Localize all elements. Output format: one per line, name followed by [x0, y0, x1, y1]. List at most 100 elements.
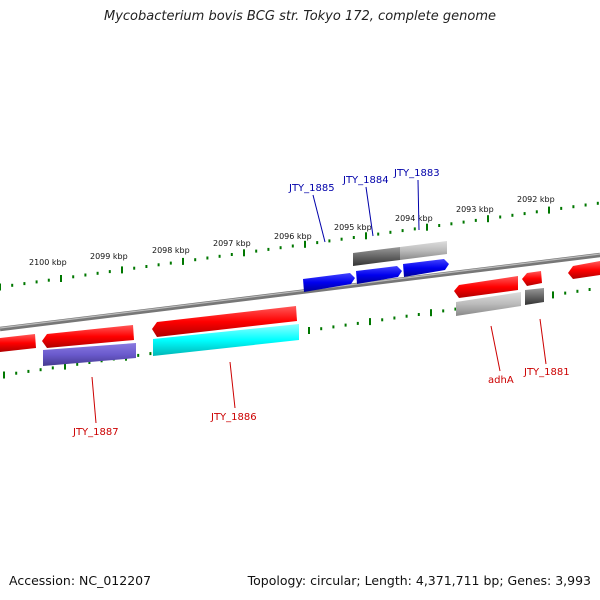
- gene-jty-1880-arrow[interactable]: [568, 261, 600, 279]
- label-leaders: [91, 179, 547, 424]
- gene-label-jty-1887[interactable]: JTY_1887: [72, 427, 119, 438]
- lower-track-minor-tick: [588, 288, 591, 291]
- upper-track-minor-tick: [340, 237, 343, 241]
- kbp-label-2094: 2094 kbp: [395, 214, 433, 223]
- gene-label-jty-1885[interactable]: JTY_1885: [288, 183, 335, 194]
- gene-jty-1885-arrow[interactable]: [303, 273, 355, 292]
- gene-jty-1887-arrow[interactable]: [42, 325, 134, 348]
- upper-track-minor-tick: [316, 241, 319, 245]
- leader-jty-1881: [539, 318, 547, 365]
- upper-track-minor-tick: [72, 275, 75, 279]
- upper-track-minor-tick: [560, 206, 563, 210]
- lower-track-minor-tick: [564, 291, 567, 295]
- upper-track-minor-tick: [169, 261, 172, 265]
- gene-jty-1886-arrow[interactable]: [152, 306, 297, 337]
- upper-track-minor-tick: [84, 273, 87, 277]
- gene-jty-1881-feature[interactable]: [525, 288, 544, 305]
- map-title: Mycobacterium bovis BCG str. Tokyo 172, …: [104, 9, 496, 24]
- upper-track-minor-tick: [267, 247, 270, 251]
- upper-track-major-tick: [182, 257, 184, 265]
- gene-adha-arrow[interactable]: [454, 276, 518, 298]
- kbp-label-2100: 2100 kbp: [29, 258, 67, 267]
- forward-strand-genes: [303, 241, 449, 292]
- upper-track-minor-tick: [11, 283, 14, 287]
- upper-track-minor-tick: [35, 280, 38, 284]
- upper-track-minor-tick: [230, 253, 233, 256]
- upper-track-minor-tick: [462, 220, 465, 224]
- lower-track-minor-tick: [442, 309, 445, 313]
- upper-track-major-tick: [487, 215, 489, 223]
- gene-adha-feature[interactable]: [456, 292, 521, 316]
- lower-track-minor-tick: [149, 352, 152, 356]
- upper-track-minor-tick: [413, 227, 416, 231]
- lower-track-minor-tick: [332, 325, 335, 329]
- gene-label-jty-1881[interactable]: JTY_1881: [523, 367, 570, 378]
- upper-track-minor-tick: [96, 271, 99, 275]
- upper-track-major-tick: [304, 240, 306, 248]
- upper-track-major-tick: [121, 266, 123, 274]
- kbp-label-2093: 2093 kbp: [456, 205, 494, 214]
- accession-text: Accession: NC_012207: [9, 573, 152, 588]
- leader-adha: [490, 325, 501, 372]
- lower-track-minor-tick: [381, 318, 384, 322]
- gene-label-jty-1886[interactable]: JTY_1886: [210, 412, 257, 423]
- upper-track-minor-tick: [218, 254, 221, 258]
- gene-jty-1884-arrow[interactable]: [356, 266, 402, 284]
- lower-track-minor-tick: [15, 371, 18, 375]
- gene-label-jty-1884[interactable]: JTY_1884: [342, 175, 389, 186]
- gene-jty-1884-feature-dark[interactable]: [353, 247, 400, 266]
- gene-jty-1888-arrow[interactable]: [0, 334, 36, 352]
- lower-track-minor-tick: [356, 321, 359, 325]
- lower-track-major-tick: [430, 309, 432, 317]
- kbp-label-2095: 2095 kbp: [334, 223, 372, 232]
- leader-jty-1886: [229, 361, 236, 409]
- lower-track-minor-tick: [454, 307, 457, 311]
- upper-track-minor-tick: [291, 244, 294, 248]
- lower-track-major-tick: [552, 291, 554, 299]
- upper-track-minor-tick: [255, 249, 258, 253]
- upper-track-minor-tick: [108, 270, 111, 274]
- upper-track-minor-tick: [389, 230, 392, 234]
- gene-jty-1881-arrow[interactable]: [522, 271, 542, 286]
- gene-jty-1886-feature[interactable]: [153, 324, 299, 356]
- upper-track-minor-tick: [584, 203, 587, 207]
- lower-track-minor-tick: [393, 316, 396, 320]
- lower-track-minor-tick: [344, 323, 347, 327]
- upper-track-minor-tick: [157, 263, 160, 267]
- lower-track-minor-tick: [27, 369, 30, 373]
- genome-backbone: [0, 252, 600, 332]
- gene-jty-1887-feature[interactable]: [43, 343, 136, 366]
- genome-summary-text: Topology: circular; Length: 4,371,711 bp…: [247, 573, 591, 588]
- upper-track-minor-tick: [438, 224, 441, 227]
- kbp-label-2099: 2099 kbp: [90, 252, 128, 261]
- gene-labels: JTY_1885 JTY_1884 JTY_1883 JTY_1887 JTY_…: [72, 168, 570, 438]
- kbp-label-2092: 2092 kbp: [517, 195, 555, 204]
- lower-track-minor-tick: [88, 361, 91, 364]
- upper-track-minor-tick: [499, 215, 502, 219]
- gene-label-adha[interactable]: adhA: [488, 375, 514, 386]
- upper-track-minor-tick: [206, 256, 209, 260]
- upper-track-major-tick: [243, 249, 245, 257]
- lower-track-minor-tick: [76, 362, 79, 366]
- upper-track-minor-tick: [511, 213, 514, 217]
- upper-track-minor-tick: [572, 205, 575, 209]
- gene-jty-1883-arrow[interactable]: [403, 259, 449, 277]
- upper-track-minor-tick: [596, 201, 599, 205]
- upper-track-minor-tick: [145, 265, 148, 268]
- upper-track-major-tick: [426, 223, 428, 231]
- gene-jty-1883-feature-light[interactable]: [400, 241, 447, 260]
- upper-track-minor-tick: [474, 218, 477, 222]
- gene-label-jty-1883[interactable]: JTY_1883: [393, 168, 440, 179]
- genome-backbone-highlight: [0, 253, 600, 329]
- lower-track-minor-tick: [51, 366, 54, 370]
- lower-track-major-tick: [308, 327, 310, 334]
- upper-track-major-tick: [0, 283, 1, 291]
- lower-track-major-tick: [64, 362, 66, 370]
- upper-track-minor-tick: [279, 246, 282, 250]
- lower-track-minor-tick: [137, 353, 140, 357]
- kbp-label-2096: 2096 kbp: [274, 232, 312, 241]
- leader-jty-1885: [312, 194, 326, 243]
- lower-track-minor-tick: [320, 327, 323, 331]
- lower-track-major-tick: [3, 371, 5, 379]
